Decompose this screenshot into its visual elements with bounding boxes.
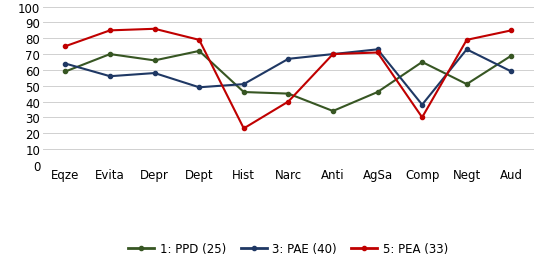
1: PPD (25): (9, 51): PPD (25): (9, 51) [464, 83, 470, 86]
1: PPD (25): (3, 72): PPD (25): (3, 72) [196, 50, 203, 53]
Line: 3: PAE (40): 3: PAE (40) [63, 48, 514, 107]
1: PPD (25): (0, 59): PPD (25): (0, 59) [62, 71, 68, 74]
3: PAE (40): (10, 59): PAE (40): (10, 59) [508, 71, 515, 74]
5: PEA (33): (4, 23): PEA (33): (4, 23) [240, 127, 247, 130]
Line: 1: PPD (25): 1: PPD (25) [63, 50, 514, 114]
3: PAE (40): (4, 51): PAE (40): (4, 51) [240, 83, 247, 86]
1: PPD (25): (4, 46): PPD (25): (4, 46) [240, 91, 247, 94]
3: PAE (40): (6, 70): PAE (40): (6, 70) [330, 53, 336, 56]
3: PAE (40): (0, 64): PAE (40): (0, 64) [62, 63, 68, 66]
3: PAE (40): (8, 38): PAE (40): (8, 38) [419, 104, 425, 107]
1: PPD (25): (7, 46): PPD (25): (7, 46) [374, 91, 381, 94]
5: PEA (33): (7, 71): PEA (33): (7, 71) [374, 52, 381, 55]
Line: 5: PEA (33): 5: PEA (33) [63, 28, 514, 131]
5: PEA (33): (0, 75): PEA (33): (0, 75) [62, 45, 68, 49]
5: PEA (33): (8, 30): PEA (33): (8, 30) [419, 116, 425, 119]
1: PPD (25): (5, 45): PPD (25): (5, 45) [285, 93, 292, 96]
5: PEA (33): (2, 86): PEA (33): (2, 86) [151, 28, 158, 31]
5: PEA (33): (5, 40): PEA (33): (5, 40) [285, 101, 292, 104]
1: PPD (25): (6, 34): PPD (25): (6, 34) [330, 110, 336, 113]
3: PAE (40): (9, 73): PAE (40): (9, 73) [464, 49, 470, 52]
5: PEA (33): (3, 79): PEA (33): (3, 79) [196, 39, 203, 42]
1: PPD (25): (1, 70): PPD (25): (1, 70) [107, 53, 113, 56]
3: PAE (40): (2, 58): PAE (40): (2, 58) [151, 72, 158, 75]
5: PEA (33): (9, 79): PEA (33): (9, 79) [464, 39, 470, 42]
3: PAE (40): (5, 67): PAE (40): (5, 67) [285, 58, 292, 61]
3: PAE (40): (1, 56): PAE (40): (1, 56) [107, 75, 113, 78]
3: PAE (40): (3, 49): PAE (40): (3, 49) [196, 86, 203, 89]
5: PEA (33): (6, 70): PEA (33): (6, 70) [330, 53, 336, 56]
3: PAE (40): (7, 73): PAE (40): (7, 73) [374, 49, 381, 52]
Legend: 1: PPD (25), 3: PAE (40), 5: PEA (33): 1: PPD (25), 3: PAE (40), 5: PEA (33) [123, 237, 453, 254]
1: PPD (25): (2, 66): PPD (25): (2, 66) [151, 60, 158, 63]
1: PPD (25): (10, 69): PPD (25): (10, 69) [508, 55, 515, 58]
5: PEA (33): (1, 85): PEA (33): (1, 85) [107, 30, 113, 33]
5: PEA (33): (10, 85): PEA (33): (10, 85) [508, 30, 515, 33]
1: PPD (25): (8, 65): PPD (25): (8, 65) [419, 61, 425, 64]
